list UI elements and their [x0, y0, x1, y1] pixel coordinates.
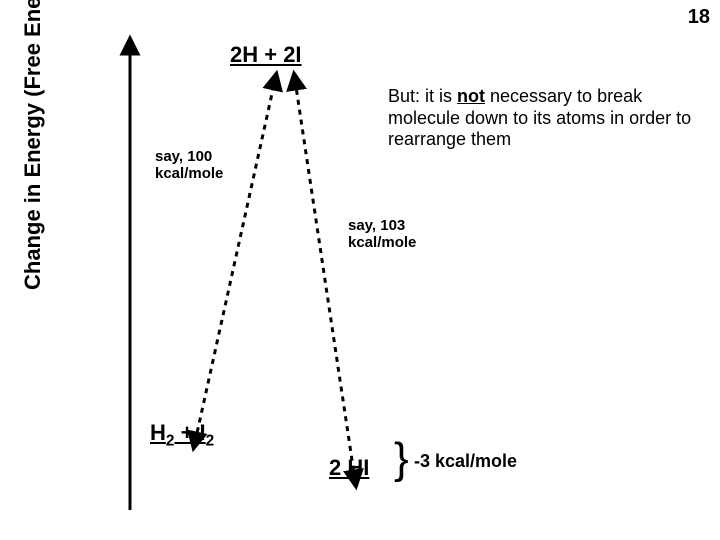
y-axis-label: Change in Energy (Free Energy) [20, 0, 46, 290]
note-prefix: But: it is [388, 86, 457, 106]
left-energy-line2: kcal/mole [155, 165, 223, 182]
note-emph: not [457, 86, 485, 106]
page-number: 18 [688, 6, 710, 29]
reactants-label: H2 + I2 [150, 420, 214, 450]
products-label: 2 HI [329, 455, 369, 481]
top-species-label: 2H + 2I [230, 42, 302, 68]
left-energy-line1: say, 100 [155, 148, 212, 165]
note-text: But: it is not necessary to break molecu… [388, 86, 712, 151]
delta-e-label: -3 kcal/mole [414, 451, 517, 472]
right-energy-line1: say, 103 [348, 217, 405, 234]
brace-glyph: } [394, 434, 409, 484]
right-energy-line2: kcal/mole [348, 234, 416, 251]
right-energy-arrow [295, 80, 355, 480]
right-energy-label: say, 103 kcal/mole [348, 217, 416, 252]
left-energy-arrow [195, 80, 275, 442]
left-energy-label: say, 100 kcal/mole [155, 148, 223, 183]
